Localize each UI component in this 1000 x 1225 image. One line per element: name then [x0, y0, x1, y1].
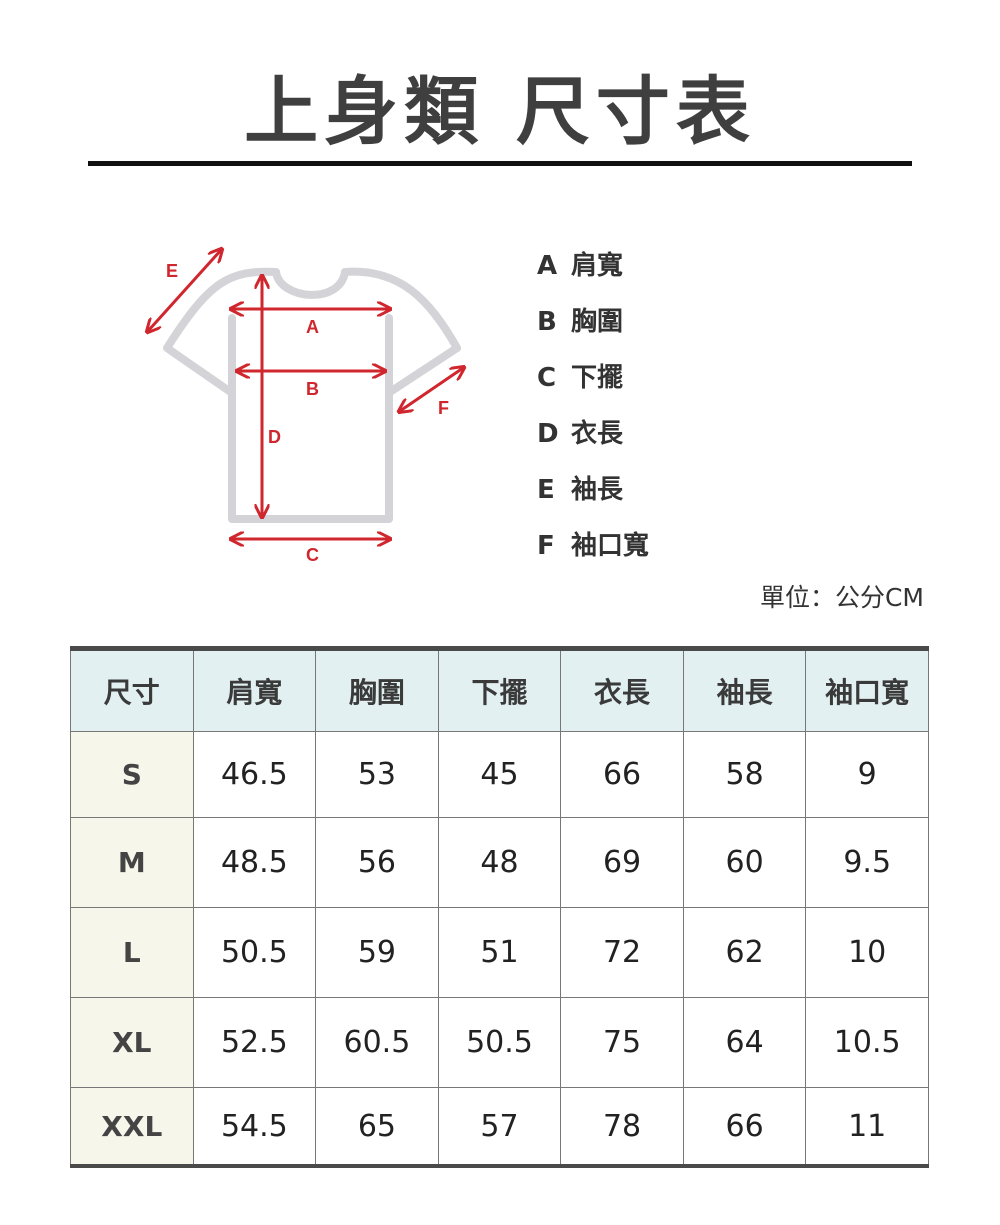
- table-row: L 50.5 59 51 72 62 10: [70, 907, 929, 998]
- page-title: 上身類 尺寸表: [244, 69, 756, 155]
- size-table: 尺寸 肩寬 胸圍 下擺 衣長 袖長 袖口寬 S 46.5 53 45 66 58 9 M 48.…: [70, 646, 929, 1168]
- value-cell: 69: [560, 817, 684, 908]
- measurement-legend: A 肩寬 B 胸圍 C 下擺 D 衣長 E 袖長 F 袖口寬: [537, 248, 649, 584]
- header-cell: 肩寬: [192, 648, 317, 732]
- value-cell: 45: [437, 731, 562, 818]
- value-cell: 9: [805, 731, 929, 818]
- label-f: F: [438, 398, 449, 418]
- value-cell: 60: [682, 817, 807, 908]
- value-cell: 56: [315, 817, 439, 908]
- value-cell: 11: [805, 1087, 929, 1167]
- legend-item: C 下擺: [537, 363, 624, 393]
- header-cell: 胸圍: [315, 648, 439, 732]
- value-cell: 78: [560, 1087, 684, 1167]
- value-cell: 52.5: [192, 997, 317, 1088]
- value-cell: 50.5: [437, 997, 562, 1088]
- value-cell: 72: [560, 907, 684, 998]
- label-b: B: [306, 379, 319, 399]
- size-cell: S: [70, 731, 194, 818]
- value-cell: 65: [315, 1087, 439, 1167]
- title-divider: [88, 161, 912, 166]
- header-cell: 袖長: [682, 648, 807, 732]
- value-cell: 48: [437, 817, 562, 908]
- value-cell: 58: [682, 731, 807, 818]
- value-cell: 50.5: [192, 907, 317, 998]
- value-cell: 10.5: [805, 997, 929, 1088]
- value-cell: 66: [560, 731, 684, 818]
- size-cell: XL: [70, 997, 194, 1088]
- header-cell: 衣長: [560, 648, 684, 732]
- value-cell: 57: [437, 1087, 562, 1167]
- arrow-e: [148, 250, 221, 331]
- table-row: XL 52.5 60.5 50.5 75 64 10.5: [70, 997, 929, 1088]
- label-c: C: [306, 545, 319, 565]
- legend-item: D 衣長: [537, 419, 624, 449]
- legend-item: E 袖長: [537, 475, 624, 505]
- label-e: E: [166, 261, 178, 281]
- table-row: M 48.5 56 48 69 60 9.5: [70, 817, 929, 908]
- size-cell: M: [70, 817, 194, 908]
- value-cell: 9.5: [805, 817, 929, 908]
- value-cell: 46.5: [192, 731, 317, 818]
- legend-item: A 肩寬: [537, 251, 624, 281]
- header-cell: 下擺: [437, 648, 562, 732]
- value-cell: 53: [315, 731, 439, 818]
- arrow-f: [400, 368, 463, 411]
- legend-item: F 袖口寬: [537, 531, 650, 561]
- value-cell: 48.5: [192, 817, 317, 908]
- table-row: XXL 54.5 65 57 78 66 11: [70, 1087, 929, 1167]
- value-cell: 75: [560, 997, 684, 1088]
- value-cell: 64: [682, 997, 807, 1088]
- value-cell: 66: [682, 1087, 807, 1167]
- size-cell: L: [70, 907, 194, 998]
- header-cell: 尺寸: [70, 648, 194, 732]
- value-cell: 62: [682, 907, 807, 998]
- value-cell: 54.5: [192, 1087, 317, 1167]
- value-cell: 51: [437, 907, 562, 998]
- unit-note: 單位：公分CM: [759, 583, 924, 612]
- value-cell: 60.5: [315, 997, 439, 1088]
- label-a: A: [306, 317, 319, 337]
- value-cell: 59: [315, 907, 439, 998]
- table-header-row: 尺寸 肩寬 胸圍 下擺 衣長 袖長 袖口寬: [70, 648, 929, 732]
- size-cell: XXL: [70, 1087, 194, 1167]
- value-cell: 10: [805, 907, 929, 998]
- header-cell: 袖口寬: [805, 648, 929, 732]
- legend-item: B 胸圍: [537, 307, 624, 337]
- label-d: D: [268, 427, 281, 447]
- table-row: S 46.5 53 45 66 58 9: [70, 731, 929, 818]
- tshirt-diagram: E A B D F C: [0, 0, 1000, 565]
